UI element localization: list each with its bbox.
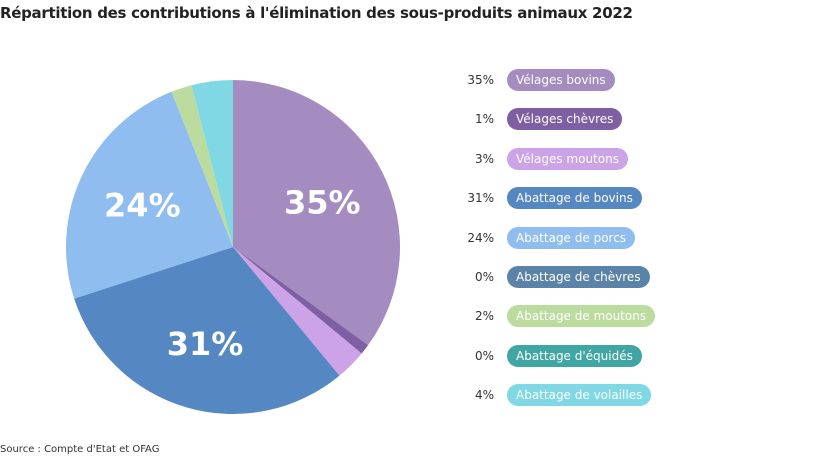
legend-percent: 2%: [474, 309, 494, 324]
legend-percent: 24%: [467, 230, 494, 245]
pie-slice-0: [233, 80, 400, 346]
legend-item: 0% Abattage de chèvres: [440, 265, 820, 304]
pie-slice-8: [191, 80, 233, 247]
pie-slice-6: [171, 85, 233, 247]
legend-item: 3% Vélages moutons: [440, 147, 820, 186]
legend-item: 35% Vélages bovins: [440, 68, 820, 107]
legend-label: Abattage de volailles: [507, 384, 652, 407]
legend-label: Abattage de porcs: [507, 226, 636, 249]
legend-item: 2% Abattage de moutons: [440, 304, 820, 343]
legend-label: Abattage de moutons: [507, 305, 656, 328]
chart-title: Répartition des contributions à l'élimin…: [0, 4, 633, 22]
legend-percent: 4%: [474, 388, 494, 403]
pie-slice-2: [233, 247, 362, 376]
legend-label: Abattage d'équidés: [507, 344, 642, 367]
legend-item: 0% Abattage d'équidés: [440, 344, 820, 383]
pie-slice-4: [65, 91, 233, 299]
pie-slice-label-0: 35%: [284, 184, 361, 222]
pie-slice-label-4: 24%: [104, 186, 181, 224]
legend-item: 1% Vélages chèvres: [440, 107, 820, 146]
legend-label: Abattage de chèvres: [507, 265, 650, 288]
legend-percent: 0%: [474, 269, 494, 284]
legend-item: 31% Abattage de bovins: [440, 186, 820, 225]
legend-item: 4% Abattage de volailles: [440, 383, 820, 422]
pie-slice-3: [74, 247, 340, 415]
legend-percent: 0%: [474, 348, 494, 363]
legend-item: 24% Abattage de porcs: [440, 226, 820, 265]
legend-label: Abattage de bovins: [507, 187, 642, 210]
legend-label: Vélages chèvres: [507, 108, 623, 131]
legend-percent: 31%: [467, 191, 494, 206]
legend-label: Vélages bovins: [507, 69, 615, 91]
legend-percent: 1%: [474, 112, 494, 127]
legend-label: Vélages moutons: [507, 147, 628, 170]
legend: 35% Vélages bovins 1% Vélages chèvres 3% Véla…: [440, 68, 820, 423]
pie-slice-label-3: 31%: [167, 325, 244, 363]
legend-percent: 35%: [467, 73, 494, 87]
source-note: Source : Compte d'Etat et OFAG: [0, 444, 160, 455]
pie-slice-1: [233, 247, 369, 354]
legend-percent: 3%: [474, 151, 494, 166]
